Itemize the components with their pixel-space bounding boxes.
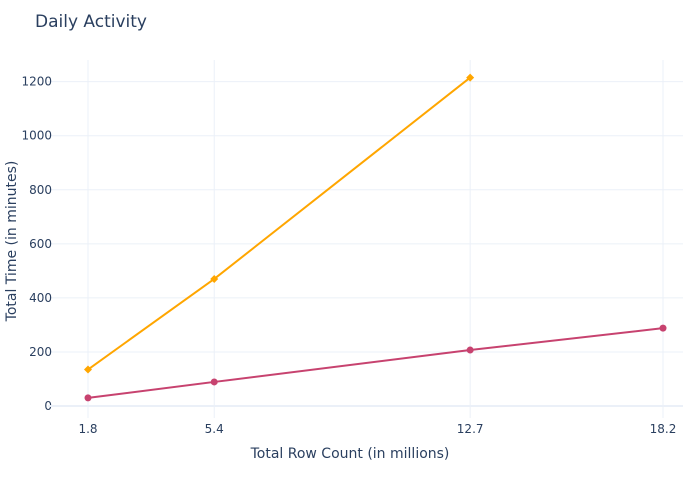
y-tick-label: 600 xyxy=(29,237,52,251)
x-tick-label: 5.4 xyxy=(205,422,224,436)
y-tick-label: 800 xyxy=(29,183,52,197)
data-point-diamond xyxy=(466,73,475,82)
data-point-circle xyxy=(210,378,218,386)
y-tick-label: 400 xyxy=(29,291,52,305)
y-tick-label: 1200 xyxy=(21,75,52,89)
chart-title: Daily Activity xyxy=(35,12,147,32)
axes: 0200400600800100012001.85.412.718.2 xyxy=(21,75,683,436)
series-line-1 xyxy=(87,76,471,371)
x-tick-label: 12.7 xyxy=(457,422,484,436)
y-tick-label: 1000 xyxy=(21,129,52,143)
data-point-circle xyxy=(659,324,667,332)
data-point-diamond xyxy=(210,274,219,283)
data-point-circle xyxy=(84,394,92,402)
series-layer xyxy=(84,73,667,402)
data-point-diamond xyxy=(84,365,92,374)
data-point-circle xyxy=(466,346,474,354)
x-tick-label: 1.8 xyxy=(78,422,97,436)
gridlines xyxy=(48,60,683,418)
series-line-2 xyxy=(87,327,664,399)
y-tick-label: 200 xyxy=(29,345,52,359)
x-axis-title: Total Row Count (in millions) xyxy=(250,446,450,462)
x-tick-label: 18.2 xyxy=(650,422,677,436)
